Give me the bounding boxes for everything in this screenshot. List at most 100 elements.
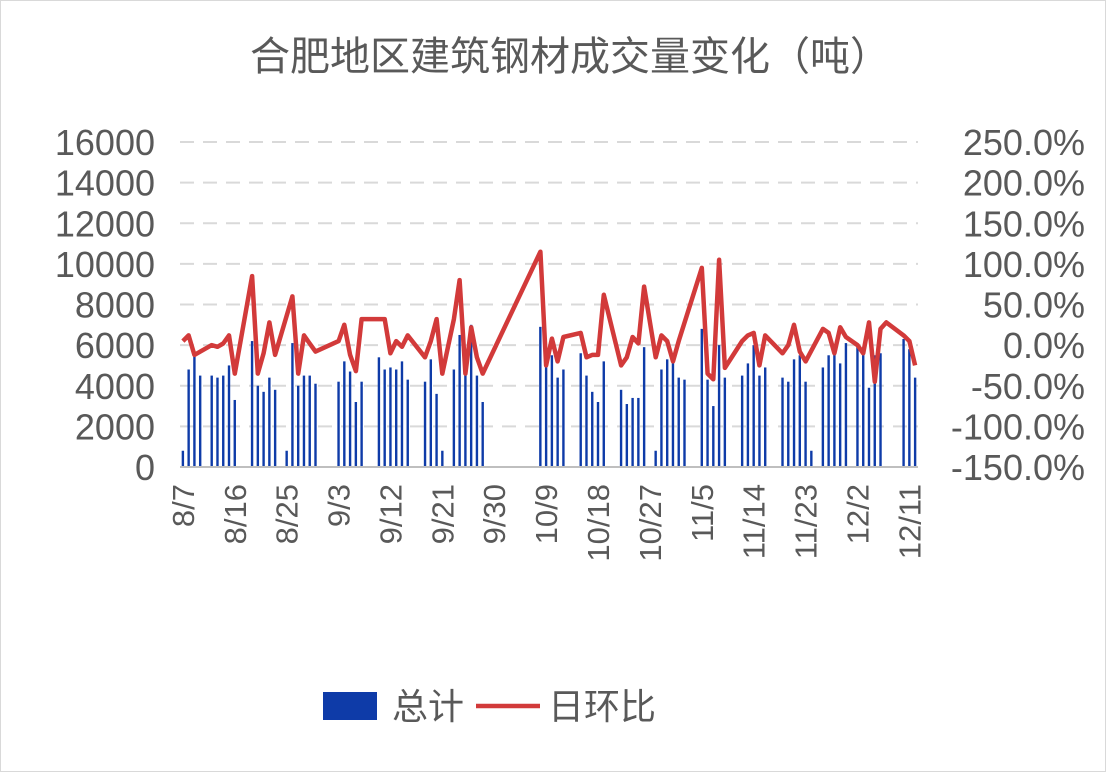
bar-11-27 — [827, 355, 830, 467]
y-tick-label: 12000 — [55, 203, 155, 244]
bar-8-29 — [308, 375, 311, 467]
bar-11-19 — [781, 377, 784, 467]
bars-total — [181, 324, 917, 467]
bar-11-30 — [844, 343, 848, 467]
bar-9-25 — [464, 365, 467, 467]
y-tick-label: 2000 — [75, 406, 155, 447]
bar-8-28 — [302, 375, 306, 467]
bar-10-29 — [660, 369, 663, 467]
y2-tick-label: 150.0% — [963, 203, 1085, 244]
y-axis-right: -150.0%-100.0%-50.0%0.0%50.0%100.0%150.0… — [951, 122, 1085, 488]
bar-9-28 — [481, 402, 484, 467]
y2-tick-label: -50.0% — [971, 366, 1085, 407]
bar-10-11 — [556, 377, 559, 467]
chart-title: 合肥地区建筑钢材成交量变化（吨） — [250, 34, 890, 80]
bar-8-12 — [210, 375, 213, 467]
bar-8-23 — [273, 389, 277, 467]
y2-tick-label: 50.0% — [983, 285, 1085, 326]
y-tick-label: 4000 — [75, 366, 155, 407]
bar-8-10 — [198, 375, 202, 467]
bar-11-29 — [838, 363, 842, 467]
x-tick-label: 11/5 — [685, 484, 720, 542]
bar-11-8 — [717, 345, 721, 467]
bar-9-20 — [435, 393, 438, 467]
y-tick-label: 14000 — [55, 163, 155, 204]
bar-8-20 — [256, 385, 260, 467]
bar-9-15 — [406, 379, 409, 467]
bar-9-11 — [383, 369, 386, 467]
bar-10-12 — [562, 369, 565, 467]
bar-11-24 — [810, 450, 813, 467]
bar-10-16 — [585, 375, 588, 467]
y2-tick-label: 0.0% — [1003, 325, 1085, 366]
x-tick-label: 9/3 — [322, 484, 357, 527]
bar-11-7 — [712, 406, 715, 467]
x-tick-label: 8/16 — [218, 484, 253, 544]
legend: 总计 日环比 — [323, 687, 656, 728]
x-tick-label: 8/7 — [166, 484, 201, 527]
bar-8-30 — [314, 383, 317, 467]
bar-10-31 — [671, 355, 675, 467]
bar-10-18 — [596, 402, 600, 467]
bar-12-11 — [908, 349, 911, 467]
line-daily-ratio — [181, 249, 918, 384]
bar-11-12 — [740, 375, 744, 467]
x-tick-label: 12/11 — [892, 484, 927, 559]
bar-11-16 — [764, 367, 767, 467]
legend-label-ratio: 日环比 — [548, 687, 656, 728]
x-axis: 8/7 8/16 8/25 9/3 9/12 9/21 9/30 10/9 10/18 10/27… — [166, 466, 927, 562]
bar-10-8 — [539, 326, 542, 467]
bar-8-15 — [227, 365, 231, 467]
y-tick-label: 16000 — [55, 122, 155, 163]
bar-9-26 — [469, 324, 473, 467]
x-tick-label: 9/30 — [477, 484, 512, 544]
x-tick-label: 11/23 — [789, 484, 824, 559]
bar-9-4 — [343, 361, 346, 467]
y2-tick-label: -100.0% — [951, 406, 1085, 447]
bar-9-21 — [441, 450, 444, 467]
legend-swatch-total — [323, 692, 377, 720]
bar-8-26 — [291, 343, 294, 467]
x-tick-label: 12/2 — [840, 484, 875, 544]
bar-9-10 — [377, 357, 381, 467]
bar-11-20 — [787, 381, 790, 467]
bar-10-26 — [642, 347, 646, 467]
bar-11-15 — [758, 375, 761, 467]
y-tick-label: 6000 — [75, 325, 155, 366]
bar-9-19 — [429, 359, 433, 467]
bar-10-15 — [579, 353, 582, 467]
bar-9-14 — [400, 361, 404, 467]
y2-tick-label: -150.0% — [951, 447, 1085, 488]
bar-9-13 — [395, 369, 398, 467]
x-tick-label: 9/21 — [425, 484, 460, 544]
bar-10-9 — [544, 351, 548, 467]
x-tick-label: 10/9 — [529, 484, 564, 544]
bar-8-14 — [222, 375, 225, 467]
bar-11-21 — [792, 359, 796, 467]
bar-10-24 — [631, 397, 634, 467]
bar-11-22 — [798, 355, 802, 467]
bar-12-6 — [879, 353, 882, 467]
bar-8-27 — [296, 385, 300, 467]
x-tick-label: 9/12 — [373, 484, 408, 544]
y2-tick-label: 200.0% — [963, 163, 1085, 204]
bar-8-22 — [268, 377, 271, 467]
bar-9-23 — [452, 369, 456, 467]
bar-9-27 — [475, 375, 479, 467]
bar-9-24 — [458, 334, 461, 467]
bar-10-19 — [602, 361, 605, 467]
bar-9-5 — [348, 371, 352, 467]
bar-10-28 — [654, 450, 657, 467]
bar-11-2 — [683, 379, 686, 467]
bar-12-5 — [873, 355, 876, 467]
bar-9-18 — [423, 381, 427, 467]
bar-11-28 — [833, 345, 836, 467]
bar-8-25 — [285, 450, 288, 467]
y-tick-label: 10000 — [55, 244, 155, 285]
bar-8-19 — [250, 341, 254, 467]
bar-8-7 — [181, 450, 185, 467]
legend-label-total: 总计 — [392, 687, 464, 728]
bar-11-9 — [723, 377, 727, 467]
x-tick-label: 10/18 — [581, 484, 616, 562]
